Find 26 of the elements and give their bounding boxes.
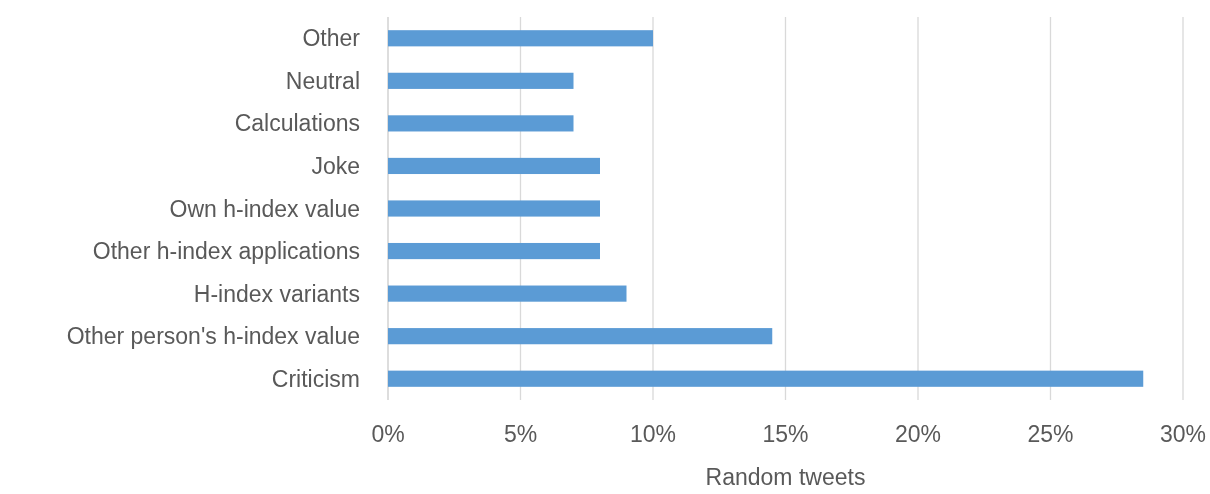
x-tick-label: 25% [1027, 421, 1074, 447]
bar [388, 242, 600, 260]
x-tick-label: 10% [629, 421, 677, 447]
y-tick-label: Criticism [271, 365, 360, 392]
y-tick-label: Joke [311, 152, 360, 179]
x-tick-label: 0% [371, 421, 405, 447]
x-tick-label: 15% [762, 421, 809, 447]
x-tick-label: 30% [1159, 421, 1207, 447]
y-tick-label: Calculations [234, 110, 360, 137]
y-tick-label: Own h-index value [169, 195, 360, 222]
bar [388, 200, 600, 217]
bar [388, 157, 600, 175]
y-tick-label: Other [302, 25, 361, 52]
x-tick-label: 5% [503, 421, 538, 447]
y-tick-label: Neutral [285, 67, 360, 94]
y-tick-label: Other h-index applications [92, 238, 360, 265]
bar [388, 285, 627, 302]
bar [388, 72, 574, 89]
y-tick-label: Other person's h-index value [66, 323, 360, 350]
x-axis-title: Random tweets [705, 464, 866, 490]
bar [388, 370, 1144, 387]
bar [388, 30, 653, 47]
x-tick-label: 20% [894, 421, 942, 447]
bar [388, 115, 574, 132]
y-tick-label: H-index variants [193, 280, 360, 307]
bar [388, 328, 773, 345]
